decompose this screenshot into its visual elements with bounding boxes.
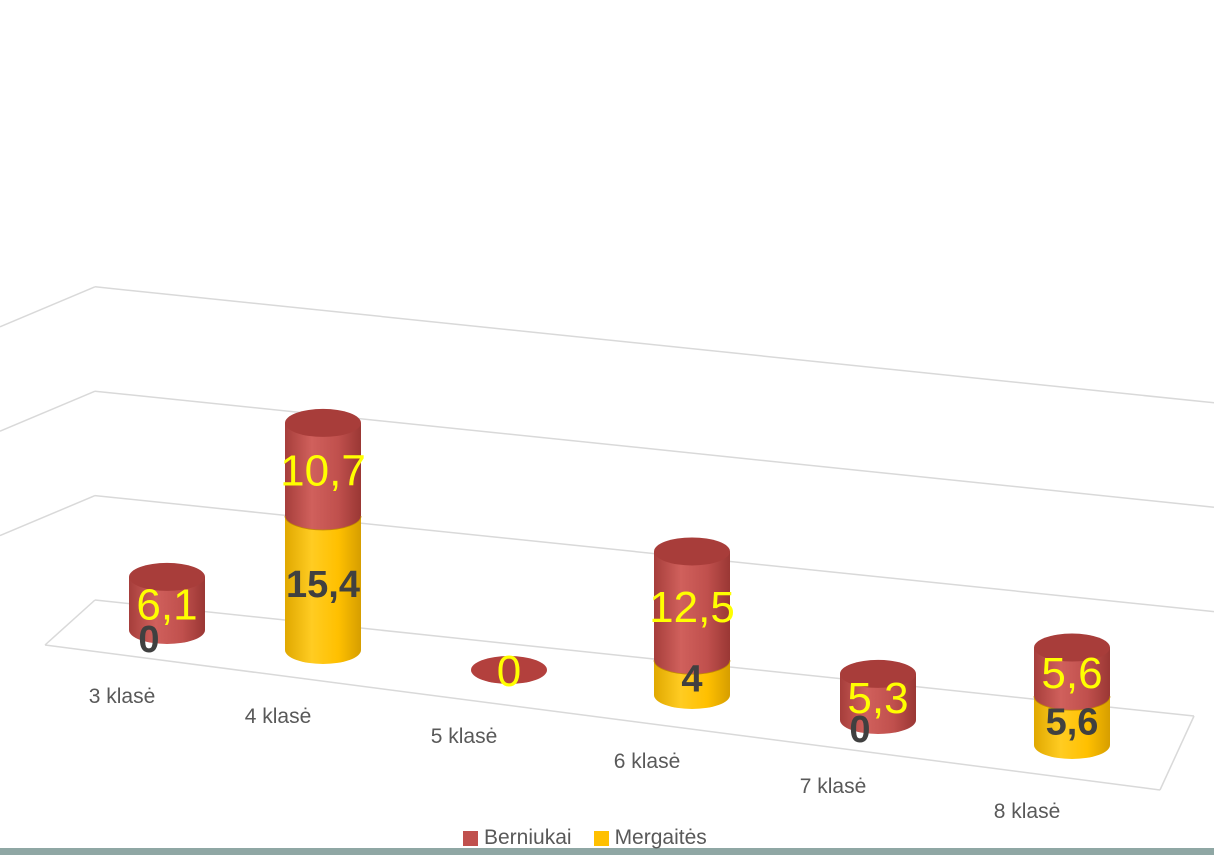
data-label-berniukai-cat-2: 10,7 <box>280 446 366 495</box>
legend-label-mergaites: Mergaitės <box>614 826 707 849</box>
category-label-cat-1: 3 klasė <box>89 685 156 708</box>
gridline <box>94 286 1214 404</box>
legend-item-mergaites: Mergaitės <box>593 826 707 850</box>
bar-top-cat-1 <box>129 562 205 591</box>
footer-divider <box>0 848 1214 855</box>
data-label-berniukai-cat-1: 6,1 <box>136 580 197 629</box>
bar-top-cat-6 <box>1034 633 1110 662</box>
floor-front-edge <box>44 644 1161 791</box>
data-label-mergaites-cat-6: 5,6 <box>1046 702 1099 744</box>
data-label-mergaites-cat-1: 0 <box>138 619 159 661</box>
data-label-berniukai-cat-6: 5,6 <box>1041 649 1102 698</box>
category-label-cat-3: 5 klasė <box>431 725 498 748</box>
data-label-berniukai-cat-4: 12,5 <box>649 583 735 632</box>
floor-left-edge <box>44 599 96 646</box>
bar-berniukai-cat-1 <box>129 576 205 644</box>
category-label-cat-2: 4 klasė <box>245 705 312 728</box>
segment-seam <box>1033 696 1111 711</box>
bar-mergaites-cat-6 <box>1034 696 1110 759</box>
category-label-cat-5: 7 klasė <box>800 775 867 798</box>
legend-label-berniukai: Berniukai <box>484 826 572 849</box>
bar-berniukai-cat-5 <box>840 673 916 734</box>
gridline <box>94 390 1214 508</box>
legend-swatch-mergaites <box>593 830 609 846</box>
floor-edge <box>1159 715 1195 791</box>
bar-mergaites-cat-2 <box>285 516 361 664</box>
data-label-mergaites-cat-5: 0 <box>849 709 870 751</box>
data-label-mergaites-cat-2: 15,4 <box>286 564 360 606</box>
bar-berniukai-cat-4 <box>654 551 730 675</box>
data-label-berniukai-cat-5: 5,3 <box>847 674 908 723</box>
segment-seam <box>284 515 362 531</box>
legend-item-berniukai: Berniukai <box>463 826 572 850</box>
bar-top-cat-3 <box>471 656 547 684</box>
data-label-mergaites-cat-4: 4 <box>681 659 702 701</box>
legend-swatch-berniukai <box>463 830 478 846</box>
segment-seam <box>653 660 731 675</box>
bar-top-cat-5 <box>840 659 916 688</box>
bar-berniukai-cat-6 <box>1034 647 1110 711</box>
legend: Berniukai Mergaitės <box>463 826 707 850</box>
category-label-cat-4: 6 klasė <box>614 750 681 773</box>
category-label-cat-6: 8 klasė <box>994 800 1061 823</box>
side-gridline <box>0 494 96 537</box>
bar-berniukai-cat-2 <box>285 422 361 531</box>
bar-top-cat-4 <box>654 537 730 566</box>
side-gridline <box>0 390 96 432</box>
bar-top-cat-2 <box>285 408 361 437</box>
side-gridline <box>0 286 96 328</box>
data-label-berniukai-cat-3: 0 <box>497 647 521 696</box>
floor-back-edge <box>94 599 1195 717</box>
